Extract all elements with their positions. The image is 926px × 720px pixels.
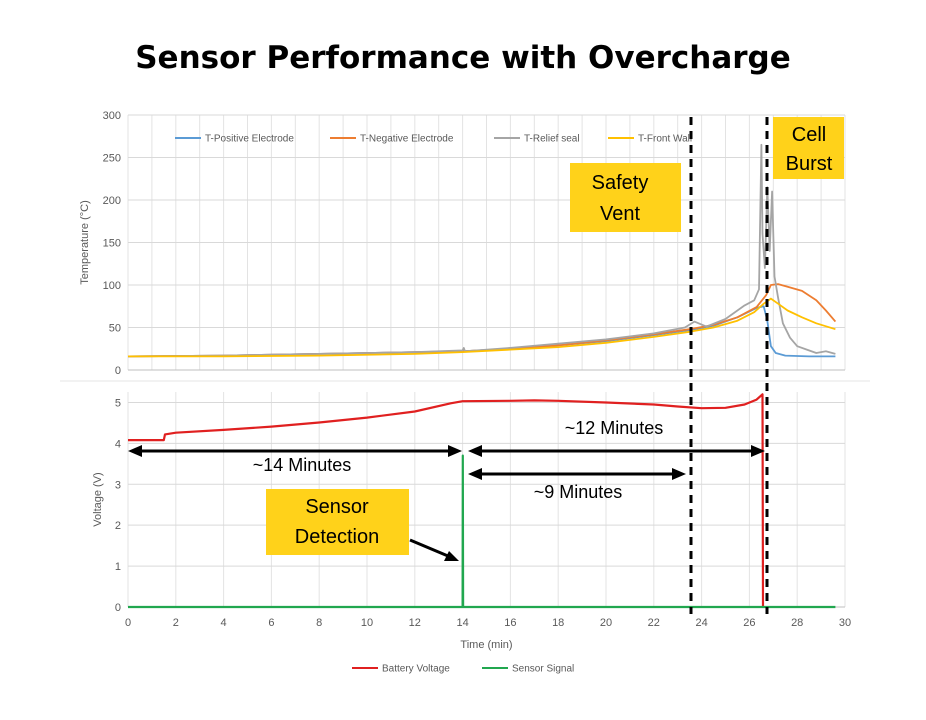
series-line-t-relief-seal: [127, 143, 836, 358]
y-tick-label: 1: [115, 561, 121, 573]
temperature-grid: [127, 114, 846, 371]
sensor-detection-callout: [266, 489, 409, 555]
x-tick-label: 6: [268, 617, 274, 629]
voltage-grid: [127, 392, 846, 608]
legend-label: T-Positive Electrode: [205, 134, 294, 145]
temperature-series: [127, 143, 837, 358]
y-tick-label: 0: [115, 602, 121, 614]
y-tick-label: 50: [109, 323, 121, 335]
legend-label: T-Relief seal: [524, 134, 580, 145]
slide-title: Sensor Performance with Overcharge: [135, 40, 791, 76]
series-line-t-front-wall: [128, 297, 836, 358]
x-tick-label: 12: [409, 617, 421, 629]
y-tick-label: 5: [115, 397, 121, 409]
series-line-t-positive-electrode: [127, 305, 836, 358]
series-line-sensor-signal: [128, 454, 836, 609]
y-tick-label: 2: [115, 520, 121, 532]
x-tick-label: 16: [504, 617, 516, 629]
y-tick-label: 3: [115, 479, 121, 491]
voltage-axis-title: Voltage (V): [92, 472, 104, 526]
span-14-arrow: [128, 445, 462, 457]
voltage-series: [128, 393, 836, 609]
y-tick-label: 300: [103, 110, 121, 122]
x-tick-label: 18: [552, 617, 564, 629]
series-line-t-negative-electrode: [127, 283, 837, 358]
x-tick-label: 14: [456, 617, 468, 629]
span-12-arrow: [468, 445, 765, 457]
safety-vent-label-1: Safety: [592, 172, 649, 194]
sensor-detection-label-1: Sensor: [305, 496, 369, 518]
span-9-label: ~9 Minutes: [534, 482, 623, 502]
span-12-label: ~12 Minutes: [565, 418, 664, 438]
legend-label: T-Negative Electrode: [360, 134, 454, 145]
x-tick-label: 28: [791, 617, 803, 629]
x-tick-label: 26: [743, 617, 755, 629]
temperature-axis: 0 50 100 150 200 250 300 Temperature (°C): [60, 110, 870, 382]
y-tick-label: 200: [103, 195, 121, 207]
x-tick-label: 24: [695, 617, 707, 629]
legend-label: Battery Voltage: [382, 664, 450, 675]
cell-burst-label-2: Burst: [786, 153, 833, 175]
span-14-label: ~14 Minutes: [253, 455, 352, 475]
x-tick-label: 10: [361, 617, 373, 629]
series-line-battery-voltage: [128, 393, 765, 608]
x-tick-label: 8: [316, 617, 322, 629]
cell-burst-callout: [773, 117, 844, 179]
safety-vent-callout: [570, 163, 681, 232]
x-tick-label: 20: [600, 617, 612, 629]
x-tick-label: 0: [125, 617, 131, 629]
sensor-detection-label-2: Detection: [295, 526, 380, 548]
y-tick-label: 150: [103, 238, 121, 250]
y-tick-label: 250: [103, 153, 121, 165]
x-tick-label: 4: [221, 617, 227, 629]
sensor-detection-pointer: [409, 538, 459, 561]
safety-vent-label-2: Vent: [600, 203, 640, 225]
x-tick-label: 30: [839, 617, 851, 629]
legend-label: Sensor Signal: [512, 664, 574, 675]
x-tick-label: 22: [648, 617, 660, 629]
x-tick-label: 2: [173, 617, 179, 629]
y-tick-label: 4: [115, 438, 121, 450]
time-axis-title: Time (min): [460, 639, 512, 651]
voltage-legend: Battery Voltage Sensor Signal: [352, 664, 574, 675]
legend-label: T-Front Wall: [638, 134, 692, 145]
temperature-axis-title: Temperature (°C): [79, 200, 91, 284]
y-tick-label: 0: [115, 365, 121, 377]
cell-burst-label-1: Cell: [792, 124, 826, 146]
temperature-legend: T-Positive Electrode T-Negative Electrode…: [175, 134, 692, 145]
y-tick-label: 100: [103, 280, 121, 292]
span-9-arrow: [468, 468, 686, 480]
